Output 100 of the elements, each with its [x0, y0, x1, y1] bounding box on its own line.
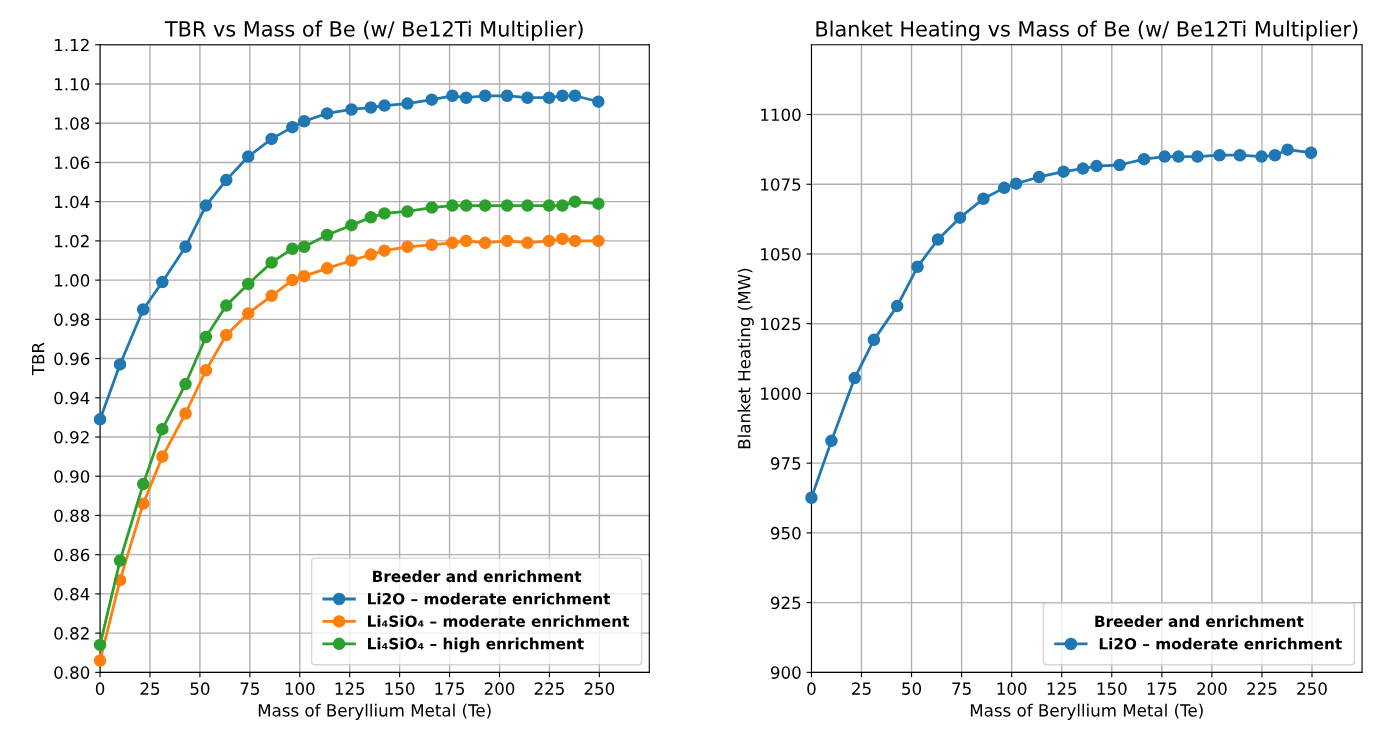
chart-title: Blanket Heating vs Mass of Be (w/ Be12Ti Multiplier)	[816, 20, 1358, 41]
point	[1137, 152, 1151, 166]
point	[592, 197, 605, 210]
point	[345, 103, 358, 116]
y-tick-label: 0.90	[54, 470, 90, 483]
chart-title: TBR vs Mass of Be (w/ Be12Ti Multiplier)	[164, 20, 583, 41]
point	[378, 207, 391, 220]
point	[568, 89, 582, 103]
point	[136, 477, 150, 491]
point	[568, 195, 582, 208]
y-tick-label: 1100	[761, 108, 801, 122]
point	[1268, 148, 1282, 162]
x-tick-label: 25	[140, 682, 160, 695]
point	[320, 262, 334, 275]
point	[136, 303, 150, 316]
point	[265, 256, 278, 269]
y-tick-label: 925	[770, 596, 801, 610]
y-tick-label: 0.94	[54, 391, 90, 405]
point	[93, 654, 107, 667]
point	[478, 89, 492, 103]
y-tick-label: 1.04	[55, 195, 90, 209]
point	[977, 192, 990, 205]
point	[156, 275, 169, 289]
x-tick-label: 225	[534, 682, 564, 695]
x-axis-title: Mass of Beryllium Metal (Te)	[970, 703, 1203, 720]
point	[931, 233, 945, 246]
y-axis-title: TBR	[32, 342, 45, 376]
y-tick-label: 0.84	[54, 587, 90, 601]
point	[446, 236, 459, 250]
point	[500, 199, 514, 212]
point	[867, 333, 881, 347]
point	[401, 240, 414, 254]
point	[156, 450, 169, 463]
y-tick-label: 1000	[761, 387, 801, 400]
point	[286, 120, 299, 134]
point	[297, 115, 311, 128]
point	[556, 199, 569, 212]
y-tick-label: 1.02	[55, 234, 89, 248]
point	[911, 260, 924, 274]
point	[320, 107, 334, 120]
point	[93, 638, 107, 652]
x-tick-label: 250	[584, 682, 615, 695]
point	[364, 211, 378, 224]
point	[425, 93, 439, 106]
y-tick-label: 0.96	[54, 352, 90, 366]
point	[378, 244, 391, 257]
x-tick-label: 250	[1297, 682, 1327, 695]
y-tick-label: 0.88	[54, 509, 90, 523]
point	[179, 407, 192, 420]
y-tick-label: 1.10	[55, 77, 90, 91]
point	[556, 232, 569, 246]
point	[459, 199, 473, 212]
point	[345, 254, 358, 267]
point	[953, 211, 967, 224]
y-tick-label: 1.12	[55, 38, 89, 52]
point	[199, 364, 213, 377]
y-tick-label: 1.08	[55, 117, 90, 130]
point	[241, 150, 255, 163]
point	[890, 299, 904, 313]
point	[364, 248, 378, 261]
point	[592, 234, 605, 248]
point	[179, 377, 192, 391]
point	[241, 307, 255, 320]
point	[848, 371, 861, 385]
y-tick-label: 1.06	[55, 156, 90, 170]
point	[1158, 150, 1171, 163]
y-tick-label: 950	[770, 526, 801, 540]
point	[998, 181, 1011, 195]
point	[446, 199, 459, 212]
x-tick-label: 225	[1247, 682, 1277, 695]
point	[478, 199, 492, 212]
x-tick-label: 100	[997, 682, 1027, 695]
point	[156, 422, 169, 436]
point	[241, 277, 255, 291]
point	[459, 234, 473, 248]
point	[1076, 162, 1090, 175]
x-tick-label: 25	[852, 682, 871, 695]
point	[521, 236, 534, 250]
point	[1113, 158, 1126, 172]
point	[220, 299, 233, 312]
point	[113, 554, 127, 567]
point	[1255, 150, 1268, 163]
x-tick-label: 175	[435, 682, 465, 695]
point	[825, 434, 838, 448]
x-tick-label: 125	[335, 682, 365, 695]
x-axis-title: Mass of Beryllium Metal (Te)	[258, 703, 491, 720]
point	[1304, 146, 1318, 159]
point	[556, 89, 569, 103]
point	[199, 330, 213, 344]
point	[401, 205, 414, 218]
x-tick-label: 50	[190, 682, 210, 695]
y-tick-label: 1050	[761, 247, 801, 261]
x-tick-label: 150	[385, 682, 415, 695]
x-tick-label: 50	[902, 682, 922, 695]
point	[297, 269, 311, 283]
point	[568, 234, 582, 248]
y-tick-label: 0.86	[54, 548, 90, 562]
x-tick-label: 75	[240, 682, 259, 695]
point	[1172, 150, 1185, 163]
point	[286, 273, 299, 287]
